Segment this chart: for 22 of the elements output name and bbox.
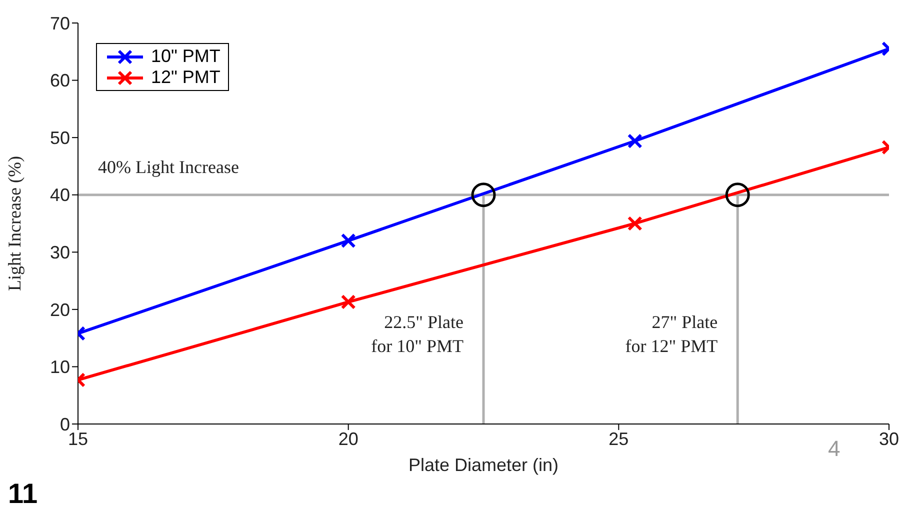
ref-line-label: 22.5" Plate for 10" PMT bbox=[371, 312, 464, 356]
x-tick-label: 20 bbox=[338, 428, 358, 449]
y-tick-label: 10 bbox=[50, 357, 70, 378]
legend-label: 12" PMT bbox=[151, 67, 220, 88]
y-tick-label: 50 bbox=[50, 128, 70, 148]
legend-label: 10" PMT bbox=[151, 46, 220, 67]
x-axis-title: Plate Diameter (in) bbox=[408, 455, 559, 475]
point bbox=[471, 182, 496, 208]
y-tick-label: 60 bbox=[50, 70, 70, 91]
x-tick-label: 15 bbox=[68, 428, 88, 449]
y-tick-label: 20 bbox=[50, 300, 70, 320]
y-tick-label: 30 bbox=[50, 242, 70, 263]
x-tick-label: 25 bbox=[608, 428, 629, 449]
x-tick-label: 30 bbox=[878, 428, 900, 449]
text: 11 bbox=[8, 478, 38, 510]
text: 4 bbox=[828, 436, 840, 462]
y-tick-label: 40 bbox=[50, 185, 70, 206]
ref-line-label: 40% Light Increase bbox=[98, 156, 239, 177]
ref-line-label: 27" Plate for 12" PMT bbox=[625, 312, 718, 356]
y-tick-label: 70 bbox=[50, 13, 70, 34]
y-axis-title: Light Increase (%) bbox=[4, 156, 24, 291]
y-tick-label: 0 bbox=[60, 414, 70, 434]
